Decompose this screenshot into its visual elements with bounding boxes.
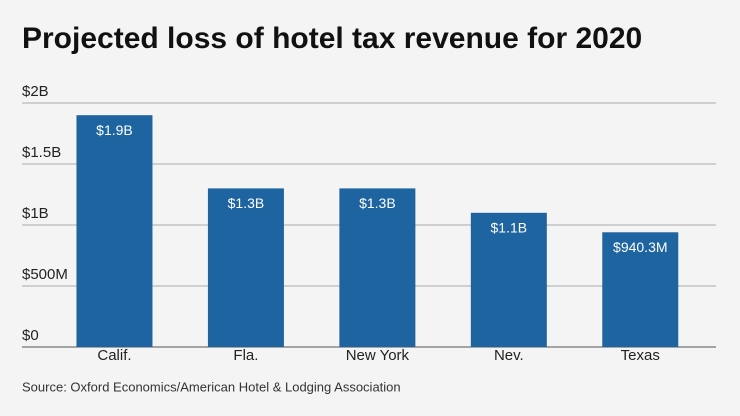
- chart-title: Projected loss of hotel tax revenue for …: [22, 22, 642, 55]
- x-tick-label: Fla.: [233, 347, 258, 364]
- source: Source: Oxford Economics/American Hotel …: [22, 379, 401, 394]
- x-tick-label: Texas: [621, 347, 660, 364]
- x-tick-label: Calif.: [97, 347, 131, 364]
- bar: [470, 212, 547, 347]
- x-tick-label: New York: [346, 347, 410, 364]
- value-label: $1.1B: [491, 220, 528, 236]
- bar: [339, 188, 416, 347]
- bar: [76, 115, 153, 347]
- bar: [207, 188, 284, 347]
- y-tick-label: $0: [22, 327, 39, 344]
- value-label: $940.3M: [613, 239, 667, 255]
- value-label: $1.9B: [96, 122, 133, 138]
- value-label: $1.3B: [359, 195, 396, 211]
- bar: [602, 232, 679, 347]
- value-label: $1.3B: [228, 195, 265, 211]
- x-tick-label: Nev.: [494, 347, 524, 364]
- y-tick-label: $1B: [22, 205, 49, 222]
- y-tick-label: $1.5B: [22, 144, 61, 161]
- y-tick-label: $500M: [22, 266, 68, 283]
- y-tick-label: $2B: [22, 83, 49, 100]
